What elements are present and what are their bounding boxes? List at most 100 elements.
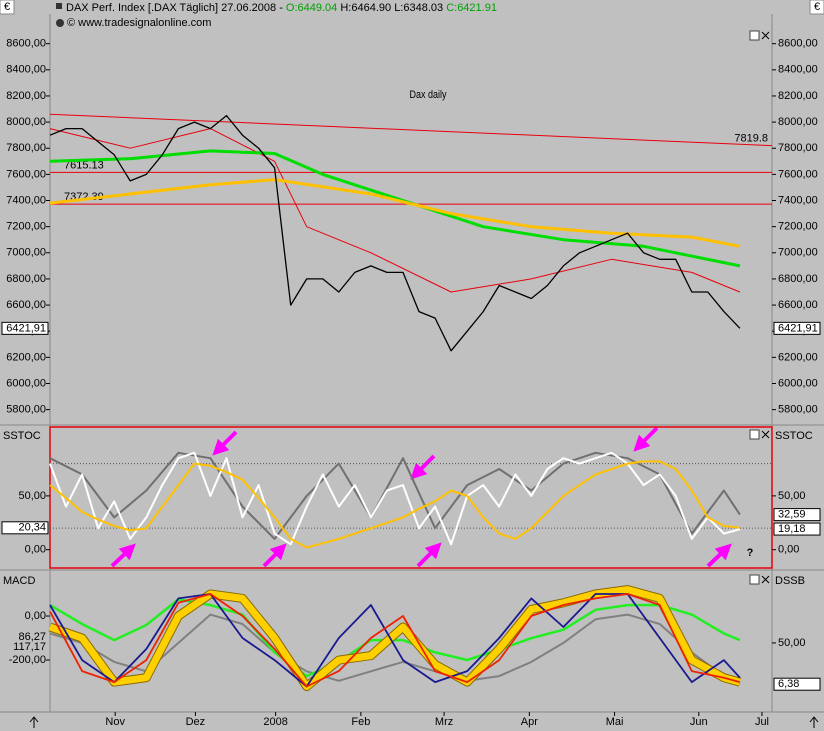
series-line bbox=[49, 128, 741, 293]
y-tick-label: 0,00 bbox=[25, 610, 46, 622]
y-tick-label: 0,00 bbox=[778, 544, 799, 556]
series-line bbox=[49, 114, 741, 352]
note: ? bbox=[747, 547, 754, 559]
y-tick-label: 0,00 bbox=[25, 544, 46, 556]
y-tick-label: 7800,00 bbox=[6, 142, 46, 154]
y-tick-label: 8000,00 bbox=[778, 116, 818, 128]
y-tick-label: 6800,00 bbox=[6, 273, 46, 285]
panel-close[interactable] bbox=[761, 430, 770, 439]
x-tick-label: Nov bbox=[105, 716, 125, 728]
scroll-arrow[interactable] bbox=[809, 716, 819, 728]
last-value-box bbox=[1, 521, 49, 535]
copyright: © www.tradesignalonline.com bbox=[67, 17, 211, 29]
y-tick-label: 6800,00 bbox=[778, 273, 818, 285]
arrow bbox=[212, 430, 238, 456]
y-tick-label: 7600,00 bbox=[6, 168, 46, 180]
arrow bbox=[110, 543, 136, 568]
y-tick-label: 8200,00 bbox=[6, 90, 46, 102]
series-line bbox=[49, 451, 741, 546]
y-tick-label: 7000,00 bbox=[778, 247, 818, 259]
series-line bbox=[49, 613, 741, 686]
last-value-box bbox=[773, 522, 821, 536]
y-tick-label: 7600,00 bbox=[778, 168, 818, 180]
panel-frame bbox=[49, 426, 773, 569]
y-tick-label: 6600,00 bbox=[6, 299, 46, 311]
close: C:6421.91 bbox=[446, 2, 497, 14]
last-value-label: 32,59 bbox=[778, 509, 806, 521]
y-tick-label: 8000,00 bbox=[6, 116, 46, 128]
y-tick-label: 6200,00 bbox=[6, 351, 46, 363]
y-tick-label: 8400,00 bbox=[6, 64, 46, 76]
hline-label: 7615.13 bbox=[64, 159, 104, 171]
currency: € bbox=[814, 1, 820, 13]
y-tick-label: 50,00 bbox=[778, 490, 806, 502]
last-value-box bbox=[773, 677, 821, 691]
last-value-box bbox=[1, 321, 49, 335]
y-tick-label: 8200,00 bbox=[778, 90, 818, 102]
arrows bbox=[110, 426, 732, 568]
arrow bbox=[410, 454, 436, 480]
y-tick-label: 7200,00 bbox=[778, 221, 818, 233]
y-tick-label: 8600,00 bbox=[6, 38, 46, 50]
panel-title-right: SSTOC bbox=[775, 430, 813, 442]
series-line bbox=[49, 598, 741, 678]
y-tick-label: 5800,00 bbox=[6, 404, 46, 416]
last-value-label: 20,34 bbox=[18, 522, 46, 534]
y-tick-label: 5800,00 bbox=[778, 404, 818, 416]
series-line bbox=[49, 460, 741, 549]
x-tick-label: Jun bbox=[690, 716, 708, 728]
panel-close[interactable] bbox=[761, 575, 770, 584]
y-tick-label: 8600,00 bbox=[778, 38, 818, 50]
symbol: DAX Perf. Index [.DAX Täglich] 27.06.200… bbox=[66, 2, 283, 14]
readout: 117,17 bbox=[13, 641, 46, 653]
trendline-label: 7819.8 bbox=[734, 133, 768, 145]
panel-button[interactable] bbox=[749, 429, 760, 440]
currency-box[interactable] bbox=[809, 0, 824, 15]
y-tick-label: 6000,00 bbox=[778, 377, 818, 389]
last-value-label: 6421,91 bbox=[6, 322, 46, 334]
low: L:6348.03 bbox=[394, 2, 443, 14]
panel-title: MACD bbox=[3, 575, 35, 587]
scroll-arrow[interactable] bbox=[29, 716, 39, 728]
y-tick-label: 6600,00 bbox=[778, 299, 818, 311]
last-value-box bbox=[773, 508, 821, 522]
y2-tick-label: 50,00 bbox=[778, 637, 806, 649]
series-line bbox=[49, 593, 741, 688]
readout: 86,27 bbox=[18, 631, 46, 643]
last-value-label: 6421,91 bbox=[778, 322, 818, 334]
series-line bbox=[49, 593, 741, 688]
arrow bbox=[262, 543, 287, 568]
panel-button[interactable] bbox=[749, 30, 760, 41]
y-tick-label: 6200,00 bbox=[778, 351, 818, 363]
x-tick-label: Dez bbox=[186, 716, 206, 728]
last-value-label: 19,18 bbox=[778, 523, 806, 535]
x-tick-label: Apr bbox=[521, 716, 538, 728]
series-line bbox=[48, 586, 741, 690]
x-tick-label: Feb bbox=[351, 716, 370, 728]
arrow bbox=[633, 426, 659, 452]
y-tick-label: 7400,00 bbox=[6, 194, 46, 206]
currency: € bbox=[4, 1, 10, 13]
last-value-box bbox=[773, 321, 821, 335]
series-line bbox=[49, 178, 741, 248]
y-tick-label: 7400,00 bbox=[778, 194, 818, 206]
header: DAX Perf. Index [.DAX Täglich] 27.06.200… bbox=[66, 2, 497, 14]
x-tick-label: 2008 bbox=[263, 716, 287, 728]
panel-title: SSTOC bbox=[3, 430, 41, 442]
currency-box[interactable] bbox=[0, 0, 15, 15]
chart-title: Dax daily bbox=[409, 89, 446, 101]
panel-button[interactable] bbox=[749, 574, 760, 585]
panel-title-right: DSSB bbox=[775, 575, 805, 587]
logo bbox=[56, 19, 64, 27]
x-tick-label: Mrz bbox=[435, 716, 453, 728]
y-tick-label: 7200,00 bbox=[6, 221, 46, 233]
arrow bbox=[416, 542, 442, 568]
panel-close[interactable] bbox=[761, 31, 770, 40]
y-tick-label: 8400,00 bbox=[778, 64, 818, 76]
y-tick-label: 7000,00 bbox=[6, 247, 46, 259]
trendline bbox=[49, 113, 773, 147]
y-tick-label: 50,00 bbox=[18, 490, 46, 502]
y-tick-label: 7800,00 bbox=[778, 142, 818, 154]
